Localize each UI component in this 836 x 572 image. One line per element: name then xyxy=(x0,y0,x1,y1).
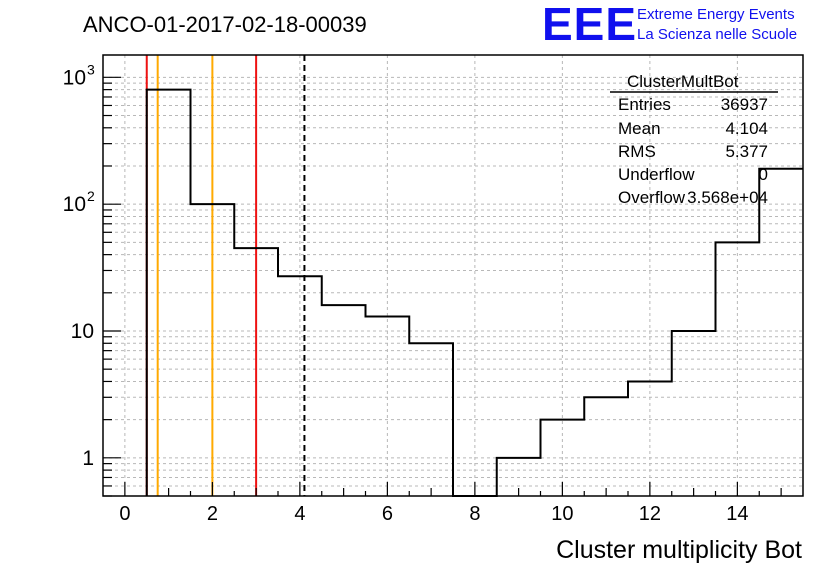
logo-line-1: Extreme Energy Events xyxy=(637,6,795,23)
y-tick-exponent: 3 xyxy=(87,61,95,77)
stats-value-underflow: 0 xyxy=(759,165,768,184)
x-tick-label: 8 xyxy=(469,503,480,525)
stats-label-overflow: Overflow xyxy=(618,188,686,207)
stats-value-mean: 4.104 xyxy=(725,119,768,138)
eee-logo: EEE xyxy=(542,0,637,50)
y-tick-label: 1 xyxy=(82,447,94,470)
stats-title: ClusterMultBot xyxy=(627,72,739,91)
stats-label-entries: Entries xyxy=(618,95,671,114)
stats-label-rms: RMS xyxy=(618,142,656,161)
stats-box: ClusterMultBot Entries 36937 Mean 4.104 … xyxy=(610,72,778,207)
y-tick-label: 10 xyxy=(63,193,86,216)
x-tick-label: 4 xyxy=(294,503,305,525)
run-title: ANCO-01-2017-02-18-00039 xyxy=(83,12,367,37)
stats-value-entries: 36937 xyxy=(721,95,768,114)
stats-value-rms: 5.377 xyxy=(725,142,768,161)
x-tick-label: 6 xyxy=(382,503,393,525)
plot-frame xyxy=(102,54,804,497)
stats-label-underflow: Underflow xyxy=(618,165,695,184)
x-tick-label: 10 xyxy=(551,503,573,525)
logo-line-2: La Scienza nelle Scuole xyxy=(637,26,797,43)
x-tick-label: 2 xyxy=(207,503,218,525)
x-tick-label: 12 xyxy=(639,503,661,525)
stats-value-overflow: 3.568e+04 xyxy=(687,188,768,207)
y-tick-exponent: 2 xyxy=(87,188,95,204)
x-tick-label: 14 xyxy=(726,503,748,525)
x-tick-label: 0 xyxy=(119,503,130,525)
x-axis-title: Cluster multiplicity Bot xyxy=(556,536,802,564)
stats-label-mean: Mean xyxy=(618,119,661,138)
y-tick-label: 10 xyxy=(63,66,86,89)
y-tick-label: 10 xyxy=(71,320,94,343)
